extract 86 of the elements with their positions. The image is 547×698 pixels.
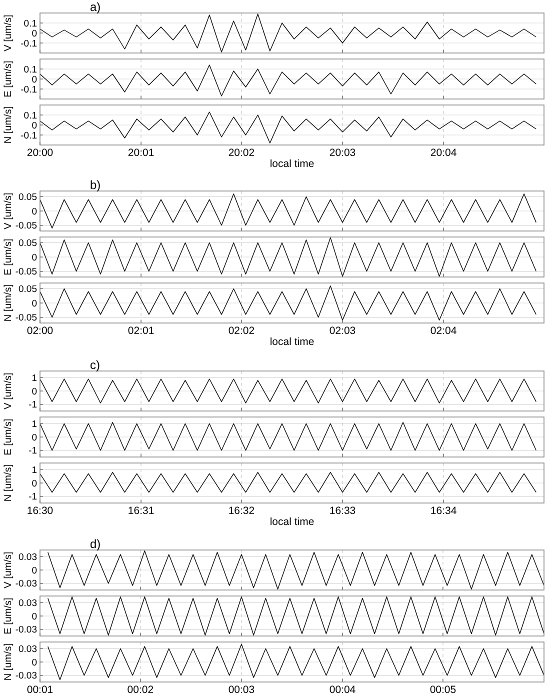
x-tick-label: 16:31 <box>128 505 154 517</box>
x-axis-title: local time <box>270 158 314 170</box>
chart-title: c) <box>90 358 100 372</box>
y-axis-title: E [um/s] <box>3 597 14 634</box>
y-axis-title: V [um/s] <box>3 372 14 410</box>
y-tick-label: -0.1 <box>20 38 37 50</box>
y-tick-label: 0 <box>32 386 37 398</box>
y-tick-label: 0 <box>32 120 37 132</box>
y-tick-label: 0.05 <box>18 192 37 204</box>
line-series <box>40 237 536 277</box>
y-tick-label: 0.03 <box>18 644 37 655</box>
line-series <box>40 112 536 144</box>
line-series <box>40 286 536 320</box>
y-tick-label: 0.05 <box>18 284 37 296</box>
y-axis-title: N [um/s] <box>3 284 14 322</box>
y-tick-label: 0 <box>32 432 37 444</box>
y-tick-label: 0 <box>32 206 37 218</box>
y-tick-label: 0 <box>32 298 37 310</box>
y-tick-label: -0.1 <box>20 84 37 96</box>
line-series <box>40 378 536 404</box>
x-tick-label: 02:01 <box>128 325 154 337</box>
line-series <box>48 550 544 590</box>
y-tick-label: 0.05 <box>18 238 37 250</box>
chart-title: b) <box>90 178 101 192</box>
line-series <box>40 64 536 96</box>
x-tick-label: 20:04 <box>430 147 457 159</box>
x-tick-label: 00:02 <box>127 684 154 696</box>
y-tick-label: -0.05 <box>15 220 37 232</box>
y-tick-label: 0 <box>32 478 37 490</box>
x-tick-label: 02:03 <box>329 325 356 337</box>
y-tick-label: 1 <box>32 372 37 384</box>
y-tick-label: 0 <box>32 74 37 86</box>
line-series <box>48 596 544 636</box>
line-series <box>48 644 544 680</box>
x-tick-label: 02:04 <box>430 325 457 337</box>
y-axis-title: V [um/s] <box>3 192 14 230</box>
y-tick-label: 0 <box>32 28 37 40</box>
x-tick-label: 00:01 <box>26 684 54 696</box>
line-series <box>40 422 536 451</box>
y-axis-title: E [um/s] <box>3 418 14 456</box>
y-axis-title: V [um/s] <box>3 551 14 588</box>
y-tick-label: 0.1 <box>24 18 37 30</box>
y-axis-title: E [um/s] <box>3 60 14 98</box>
x-tick-label: 00:04 <box>329 684 356 696</box>
x-tick-label: 20:02 <box>228 147 255 159</box>
y-tick-label: -0.05 <box>15 312 37 324</box>
chart-title: a) <box>90 0 101 14</box>
x-tick-label: 16:30 <box>26 505 54 517</box>
x-tick-label: 16:33 <box>329 505 356 517</box>
x-tick-label: 02:00 <box>26 325 54 337</box>
y-tick-label: -0.03 <box>15 624 37 636</box>
y-tick-label: 0 <box>32 611 37 622</box>
x-tick-label: 00:05 <box>430 684 456 696</box>
x-tick-label: 20:03 <box>329 147 356 159</box>
y-axis-title: N [um/s] <box>3 106 14 144</box>
line-series <box>40 14 536 52</box>
x-tick-label: 02:02 <box>228 325 255 337</box>
y-tick-label: 0 <box>32 657 37 668</box>
x-tick-label: 16:32 <box>228 505 255 517</box>
y-tick-label: -1 <box>28 446 37 457</box>
y-tick-label: 0 <box>32 565 37 576</box>
y-tick-label: -0.03 <box>15 578 37 590</box>
y-tick-label: 0.03 <box>18 598 37 609</box>
y-tick-label: 0 <box>32 252 37 264</box>
x-tick-label: 00:03 <box>228 684 255 696</box>
x-axis-title: local time <box>270 516 314 528</box>
y-axis-title: N [um/s] <box>3 464 14 502</box>
y-tick-label: 0.03 <box>18 552 37 563</box>
x-tick-label: 16:34 <box>430 505 457 517</box>
y-axis-title: V [um/s] <box>3 14 14 52</box>
y-axis-title: N [um/s] <box>3 643 14 681</box>
line-series <box>40 194 536 228</box>
y-tick-label: -1 <box>28 492 37 503</box>
y-tick-label: -0.1 <box>20 130 37 142</box>
y-tick-label: -1 <box>28 400 37 411</box>
y-tick-label: -0.03 <box>15 670 37 682</box>
y-tick-label: -0.05 <box>15 266 37 278</box>
y-tick-label: 0.1 <box>24 110 37 122</box>
y-axis-title: E [um/s] <box>3 238 14 276</box>
y-tick-label: 1 <box>32 418 37 430</box>
y-tick-label: 0.1 <box>24 64 37 76</box>
y-tick-label: 1 <box>32 464 37 476</box>
chart-title: d) <box>90 537 101 551</box>
x-tick-label: 20:01 <box>128 147 154 159</box>
x-axis-title: local time <box>270 336 314 348</box>
x-tick-label: 20:00 <box>26 147 54 159</box>
